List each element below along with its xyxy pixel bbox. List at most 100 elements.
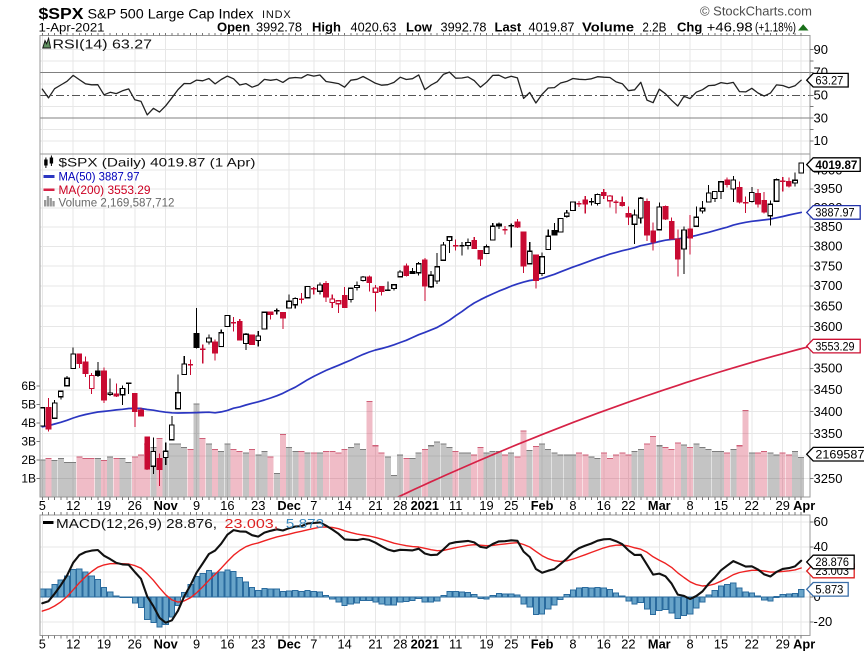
svg-text:S&P 500 Large Cap Index: S&P 500 Large Cap Index bbox=[88, 7, 254, 22]
svg-text:60: 60 bbox=[814, 514, 828, 529]
svg-text:29: 29 bbox=[776, 637, 790, 652]
svg-text:8: 8 bbox=[569, 498, 576, 513]
svg-text:2021: 2021 bbox=[411, 498, 439, 513]
svg-text:19: 19 bbox=[97, 498, 111, 513]
svg-text:4019.87: 4019.87 bbox=[529, 20, 575, 35]
svg-text:3350: 3350 bbox=[814, 426, 843, 441]
svg-text:5.873: 5.873 bbox=[286, 516, 324, 531]
svg-text:5: 5 bbox=[39, 498, 46, 513]
svg-text:4B: 4B bbox=[21, 416, 36, 430]
svg-text:28: 28 bbox=[393, 637, 407, 652]
svg-text:2B: 2B bbox=[21, 453, 36, 467]
svg-text:1B: 1B bbox=[21, 472, 36, 486]
svg-text:3887.97: 3887.97 bbox=[815, 206, 854, 220]
svg-text:21: 21 bbox=[368, 637, 382, 652]
svg-text:22: 22 bbox=[621, 637, 635, 652]
svg-text:3250: 3250 bbox=[814, 471, 843, 486]
svg-text:High: High bbox=[312, 20, 341, 35]
svg-text:10: 10 bbox=[814, 133, 828, 148]
svg-text:3950: 3950 bbox=[814, 181, 843, 196]
svg-text:11: 11 bbox=[449, 498, 462, 513]
svg-text:3600: 3600 bbox=[814, 319, 843, 334]
svg-text:2169587: 2169587 bbox=[815, 447, 864, 461]
svg-text:3992.78: 3992.78 bbox=[256, 20, 302, 35]
svg-text:3750: 3750 bbox=[814, 258, 843, 273]
svg-text:Dec: Dec bbox=[277, 498, 300, 513]
svg-text:Apr: Apr bbox=[793, 637, 815, 652]
svg-text:3850: 3850 bbox=[814, 219, 843, 234]
svg-text:$SPX (Daily) 4019.87 (1 Apr): $SPX (Daily) 4019.87 (1 Apr) bbox=[59, 156, 256, 170]
svg-text:63.27: 63.27 bbox=[815, 73, 843, 87]
svg-text:Chg: Chg bbox=[677, 20, 702, 35]
svg-text:28.876: 28.876 bbox=[815, 555, 849, 569]
svg-text:8: 8 bbox=[569, 637, 576, 652]
svg-text:23.003,: 23.003, bbox=[225, 516, 279, 531]
svg-text:Open: Open bbox=[217, 20, 250, 35]
svg-text:2021: 2021 bbox=[411, 637, 439, 652]
svg-text:Volume: Volume bbox=[582, 20, 634, 35]
svg-text:Apr: Apr bbox=[793, 498, 815, 513]
svg-text:7: 7 bbox=[310, 637, 317, 652]
svg-text:19: 19 bbox=[479, 498, 493, 513]
svg-text:23: 23 bbox=[251, 498, 265, 513]
svg-text:MA(200) 3553.29: MA(200) 3553.29 bbox=[59, 183, 151, 197]
svg-text:12: 12 bbox=[66, 637, 80, 652]
svg-text:5B: 5B bbox=[21, 398, 36, 412]
svg-text:3650: 3650 bbox=[814, 298, 843, 313]
svg-text:Nov: Nov bbox=[154, 498, 179, 513]
svg-text:© StockCharts.com: © StockCharts.com bbox=[700, 4, 812, 19]
svg-text:3500: 3500 bbox=[814, 361, 843, 376]
svg-text:22: 22 bbox=[621, 498, 635, 513]
svg-text:(+1.18%): (+1.18%) bbox=[755, 20, 796, 35]
svg-text:15: 15 bbox=[714, 637, 728, 652]
svg-text:28: 28 bbox=[393, 498, 407, 513]
svg-text:2.2B: 2.2B bbox=[642, 20, 666, 35]
svg-text:19: 19 bbox=[97, 637, 111, 652]
svg-text:21: 21 bbox=[368, 498, 382, 513]
svg-text:25: 25 bbox=[504, 637, 518, 652]
svg-text:$SPX: $SPX bbox=[39, 6, 84, 23]
svg-text:40: 40 bbox=[814, 539, 828, 554]
svg-text:19: 19 bbox=[479, 637, 493, 652]
svg-text:Nov: Nov bbox=[154, 637, 179, 652]
svg-text:25: 25 bbox=[504, 498, 518, 513]
svg-text:+46.98: +46.98 bbox=[707, 20, 753, 35]
svg-text:4019.87: 4019.87 bbox=[815, 158, 857, 172]
svg-text:INDX: INDX bbox=[262, 9, 291, 21]
svg-text:22: 22 bbox=[745, 498, 759, 513]
svg-text:Dec: Dec bbox=[277, 637, 300, 652]
svg-text:16: 16 bbox=[597, 637, 611, 652]
svg-text:9: 9 bbox=[193, 637, 200, 652]
svg-text:5.873: 5.873 bbox=[815, 583, 843, 597]
svg-text:RSI(14) 63.27: RSI(14) 63.27 bbox=[53, 37, 153, 52]
svg-text:3400: 3400 bbox=[814, 404, 843, 419]
svg-text:1-Apr-2021: 1-Apr-2021 bbox=[39, 21, 105, 35]
svg-text:3992.78: 3992.78 bbox=[441, 20, 487, 35]
svg-text:23: 23 bbox=[251, 637, 265, 652]
svg-text:Volume 2,169,587,712: Volume 2,169,587,712 bbox=[59, 196, 175, 210]
svg-text:30: 30 bbox=[814, 110, 828, 125]
svg-text:14: 14 bbox=[337, 498, 351, 513]
svg-text:3450: 3450 bbox=[814, 382, 843, 397]
svg-text:14: 14 bbox=[337, 637, 351, 652]
svg-text:16: 16 bbox=[220, 637, 234, 652]
svg-text:4020.63: 4020.63 bbox=[351, 20, 397, 35]
svg-text:MACD(12,26,9) 28.876,: MACD(12,26,9) 28.876, bbox=[56, 516, 217, 531]
svg-text:7: 7 bbox=[310, 498, 317, 513]
svg-text:3700: 3700 bbox=[814, 278, 843, 293]
svg-text:Low: Low bbox=[406, 20, 433, 35]
svg-text:3B: 3B bbox=[21, 435, 36, 449]
svg-text:90: 90 bbox=[814, 42, 828, 57]
svg-text:3800: 3800 bbox=[814, 239, 843, 254]
svg-text:Feb: Feb bbox=[531, 498, 554, 513]
svg-text:11: 11 bbox=[449, 637, 462, 652]
svg-text:5: 5 bbox=[39, 637, 46, 652]
svg-text:50: 50 bbox=[814, 88, 828, 103]
svg-text:Mar: Mar bbox=[648, 637, 671, 652]
svg-text:8: 8 bbox=[687, 637, 694, 652]
svg-text:3553.29: 3553.29 bbox=[815, 339, 854, 353]
svg-text:12: 12 bbox=[66, 498, 80, 513]
svg-text:15: 15 bbox=[714, 498, 728, 513]
svg-text:Last: Last bbox=[495, 20, 522, 35]
svg-text:22: 22 bbox=[745, 637, 759, 652]
